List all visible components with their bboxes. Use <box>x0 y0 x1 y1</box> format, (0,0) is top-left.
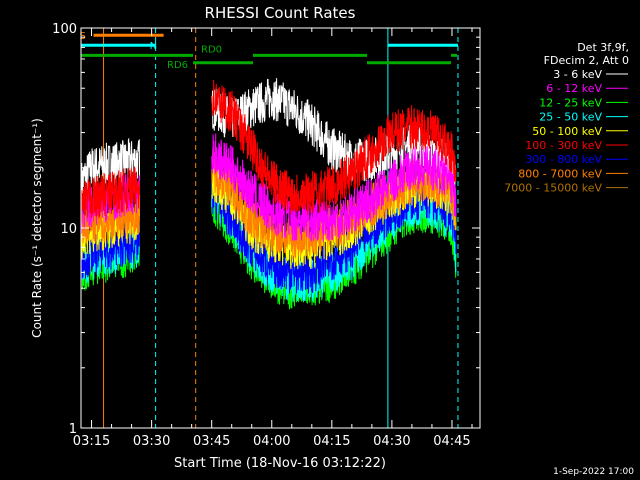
state-label-n: N <box>150 41 157 52</box>
series-layer <box>81 78 457 310</box>
x-tick-label: 03:45 <box>193 434 230 449</box>
legend-label: 300 - 800 keV <box>525 153 602 166</box>
footer-timestamp: 1-Sep-2022 17:00 <box>553 467 634 477</box>
legend-label: 6 - 12 keV <box>546 82 602 95</box>
legend-label: 7000 - 15000 keV <box>504 182 602 195</box>
x-tick-label: 04:45 <box>433 434 470 449</box>
x-axis: 03:15 03:30 03:45 04:00 04:15 04:30 04:45 <box>73 28 473 449</box>
x-tick-label: 04:00 <box>253 434 290 449</box>
legend-label: 12 - 25 keV <box>539 96 602 109</box>
legend-header: Det 3f,9f, <box>577 41 629 54</box>
legend-label: 800 - 7000 keV <box>518 167 602 180</box>
x-tick-label: 04:30 <box>373 434 410 449</box>
legend-label: 3 - 6 keV <box>553 68 602 81</box>
legend-label: 100 - 300 keV <box>525 139 602 152</box>
y-tick-label: 100 <box>52 22 77 37</box>
y-tick-label: 10 <box>60 222 77 237</box>
x-axis-label: Start Time (18-Nov-16 03:12:22) <box>174 456 386 471</box>
series-line <box>81 79 457 222</box>
chart-title: RHESSI Count Rates <box>205 4 356 22</box>
x-tick-label: 03:30 <box>133 434 170 449</box>
rd0-label: RD0 <box>201 44 222 55</box>
y-axis: 1 10 100 <box>52 22 480 437</box>
y-axis-label: Count Rate (s⁻¹ detector segment⁻¹) <box>30 118 44 338</box>
y-tick-label: 1 <box>69 422 77 437</box>
legend-label: 25 - 50 keV <box>539 111 602 124</box>
legend-header: FDecim 2, Att 0 <box>544 54 629 67</box>
x-tick-label: 04:15 <box>313 434 350 449</box>
rd6-label: RD6 <box>167 60 188 71</box>
legend-label: 50 - 100 keV <box>532 125 602 138</box>
x-tick-label: 03:15 <box>73 434 110 449</box>
